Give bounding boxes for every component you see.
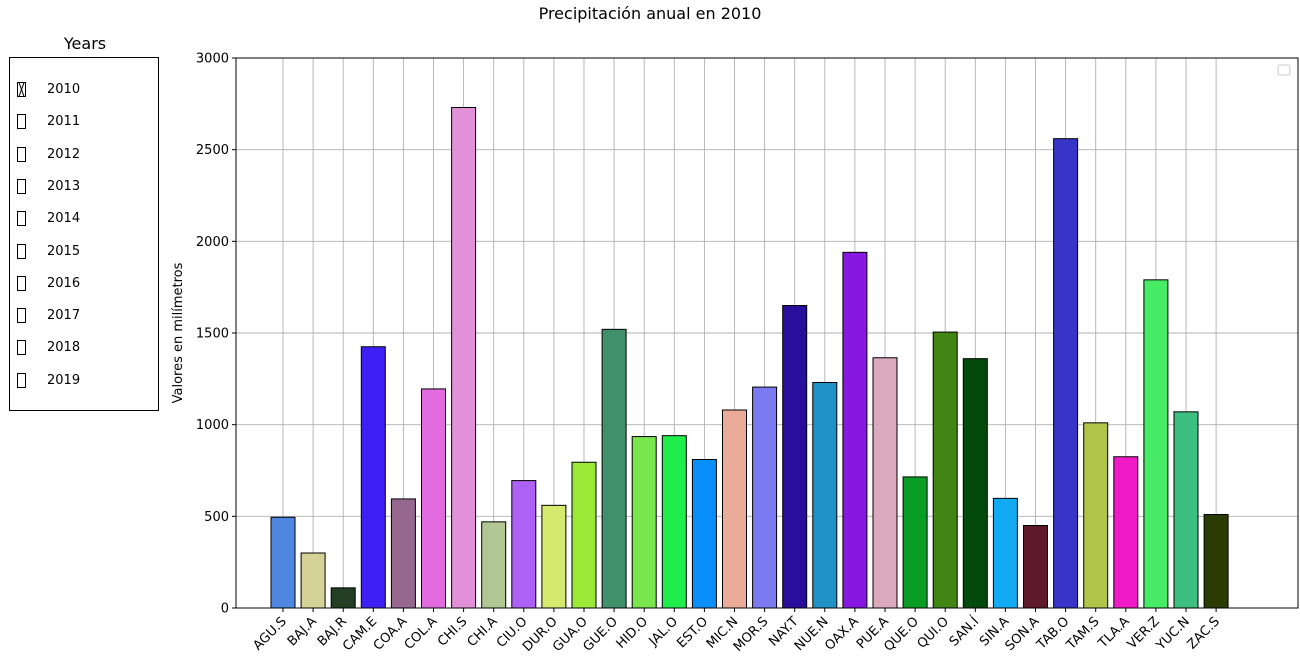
- year-label-2011[interactable]: 2011: [47, 114, 81, 130]
- year-checkbox-2018[interactable]: [17, 340, 26, 356]
- bar-MIC.N: [722, 409, 747, 609]
- year-label-2016[interactable]: 2016: [47, 275, 81, 291]
- y-tick-label: 500: [204, 510, 229, 525]
- x-tick-label: YUC.N: [1153, 614, 1193, 654]
- year-checkbox-2012[interactable]: [17, 146, 26, 162]
- bar-PUE.A: [872, 357, 898, 609]
- y-axis: 0 500 1000 1500 2000 2500 3000: [196, 52, 236, 617]
- x-tick-label: TAM.S: [1063, 614, 1102, 653]
- year-checkbox-2016[interactable]: [17, 275, 26, 291]
- bar-GUE.O: [601, 328, 627, 609]
- x-tick-label: HID.O: [614, 614, 651, 651]
- x-tick-label: NUE.N: [792, 614, 832, 654]
- x-tick-label: OAX.A: [822, 614, 862, 654]
- x-tick-label: QUE.O: [881, 614, 922, 655]
- bar-VER.Z: [1143, 279, 1169, 609]
- x-tick-label: MOR.S: [731, 614, 772, 655]
- bar-TLA.A: [1113, 456, 1139, 609]
- bar-SAN.Í: [962, 358, 988, 609]
- year-checkbox-2010[interactable]: [17, 82, 26, 97]
- year-checkbox-2011[interactable]: [17, 114, 26, 130]
- year-checkbox-2013[interactable]: [17, 178, 26, 194]
- bar-JAL.O: [661, 435, 687, 609]
- x-tick-label: TAB.O: [1033, 614, 1072, 653]
- years-panel-title: Years: [63, 34, 107, 53]
- legend-box: [1277, 64, 1291, 76]
- x-tick-label: ZAC.S: [1185, 614, 1223, 652]
- year-label-2013[interactable]: 2013: [47, 178, 81, 194]
- bar-EST.O: [691, 459, 717, 609]
- x-axis: AGU.SBAJ.ABAJ.RCAM.ECOA.ACOL.ACHI.SCHI.A…: [250, 608, 1223, 655]
- y-axis-label: Valores en milímetros: [171, 262, 186, 403]
- x-tick-label: SON.A: [1003, 614, 1043, 654]
- bar-SON.A: [1023, 525, 1048, 609]
- year-label-2018[interactable]: 2018: [47, 340, 81, 356]
- year-label-2019[interactable]: 2019: [47, 372, 81, 388]
- x-tick-label: JAL.O: [646, 614, 681, 649]
- y-tick-label: 0: [221, 602, 229, 617]
- x-tick-label: TLA.A: [1095, 614, 1133, 652]
- x-tick-label: GUE.O: [581, 614, 621, 654]
- x-tick-label: SAN.Í: [946, 613, 982, 649]
- bar-BAJ.R: [330, 587, 356, 609]
- bar-NAY.T: [782, 305, 808, 609]
- x-tick-label: COL.A: [402, 614, 441, 653]
- year-checkbox-2014[interactable]: [17, 211, 26, 227]
- year-label-2017[interactable]: 2017: [47, 308, 81, 324]
- y-tick-label: 3000: [196, 52, 229, 67]
- bar-CHI.S: [451, 107, 477, 609]
- bar-TAM.S: [1083, 422, 1109, 609]
- year-label-2012[interactable]: 2012: [47, 146, 81, 162]
- x-tick-label: BAJ.A: [285, 614, 320, 649]
- x-tick-label: COA.A: [371, 614, 411, 654]
- bar-DUR.O: [541, 504, 567, 609]
- x-tick-label: EST.O: [674, 614, 711, 651]
- bar-NUE.N: [812, 382, 838, 609]
- bar-GUA.O: [571, 461, 597, 609]
- bar-CHI.A: [481, 521, 507, 609]
- bar-COL.A: [421, 388, 446, 609]
- year-label-2015[interactable]: 2015: [47, 243, 81, 259]
- x-tick-label: QUI.O: [915, 614, 952, 651]
- years-check-panel: 2010 2011 2012 2013 2014 2015 2016 2017 2018 2019: [9, 57, 159, 411]
- bar-TAB.O: [1053, 138, 1079, 609]
- bar-BAJ.A: [300, 552, 326, 609]
- year-checkbox-2017[interactable]: [17, 308, 26, 324]
- bar-SIN.A: [992, 497, 1018, 609]
- x-tick-label: CHI.A: [465, 614, 501, 650]
- year-checkbox-2015[interactable]: [17, 243, 26, 259]
- bars: [270, 107, 1229, 609]
- bar-AGU.S: [270, 516, 296, 609]
- y-tick-label: 2000: [196, 235, 229, 250]
- year-label-2010[interactable]: 2010: [47, 82, 81, 97]
- y-tick-label: 1500: [196, 327, 229, 342]
- bar-CAM.E: [360, 346, 386, 609]
- bar-COA.A: [390, 498, 416, 609]
- year-label-2014[interactable]: 2014: [47, 211, 81, 227]
- bar-QUE.O: [902, 476, 928, 609]
- chart-title: Precipitación anual en 2010: [538, 4, 762, 23]
- bar-HID.O: [631, 436, 657, 609]
- bar-OAX.A: [842, 251, 868, 609]
- bar-QUI.O: [932, 331, 958, 609]
- y-tick-label: 1000: [196, 418, 229, 433]
- x-tick-label: CAM.E: [340, 614, 380, 654]
- bar-YUC.N: [1173, 411, 1199, 609]
- x-tick-label: CHI.S: [435, 614, 470, 649]
- bar-ZAC.S: [1203, 514, 1229, 609]
- y-tick-label: 2500: [196, 143, 229, 158]
- year-checkbox-2019[interactable]: [17, 372, 26, 388]
- bar-MOR.S: [752, 386, 778, 609]
- bar-CIU.O: [511, 480, 537, 609]
- x-tick-label: AGU.S: [250, 614, 289, 653]
